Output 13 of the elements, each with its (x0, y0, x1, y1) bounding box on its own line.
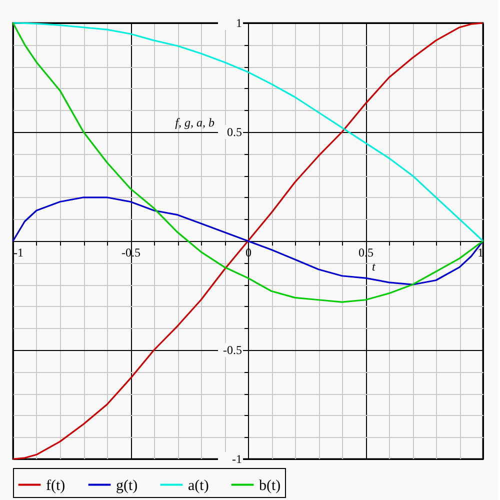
legend-label: b(t) (259, 478, 281, 494)
y-axis-title: f, g, a, b (175, 116, 214, 130)
y-tick-label: 0.5 (227, 125, 242, 139)
y-tick-label: 1 (236, 16, 242, 30)
legend-label: g(t) (116, 478, 138, 494)
x-tick-label: 1 (478, 246, 484, 260)
y-tick-label: -1 (232, 452, 242, 466)
x-tick-label: -1 (14, 246, 24, 260)
legend-label: a(t) (188, 478, 209, 494)
legend-label: f(t) (46, 478, 66, 494)
line-series (12, 196, 484, 286)
x-axis-title: t (372, 260, 376, 274)
y-tick-label: -0.5 (223, 343, 242, 357)
